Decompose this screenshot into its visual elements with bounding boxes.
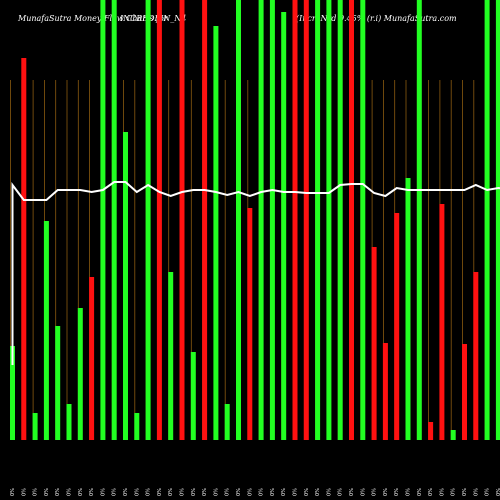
x-tick-label: 0% (21, 488, 27, 496)
x-tick-label: 0% (451, 488, 457, 496)
x-tick-label: 0% (236, 488, 242, 496)
bar (315, 0, 321, 440)
bar (32, 413, 38, 440)
x-tick-label: 0% (417, 488, 423, 496)
x-tick-label: 0% (67, 488, 73, 496)
x-tick-label: 0% (428, 488, 434, 496)
x-tick-label: 0% (360, 488, 366, 496)
x-tick-label: 0% (134, 488, 140, 496)
x-tick-label: 0% (281, 488, 287, 496)
bar (326, 0, 332, 440)
bar (77, 308, 83, 440)
x-tick-label: 0% (33, 488, 39, 496)
x-tick-label: 0% (315, 488, 321, 496)
bar (43, 221, 49, 440)
x-tick-label: 0% (270, 488, 276, 496)
bar (439, 204, 445, 440)
x-tick-label: 0% (44, 488, 50, 496)
x-tick-label: 0% (100, 488, 106, 496)
bar (371, 247, 377, 440)
bar (247, 208, 253, 440)
bar (224, 404, 230, 440)
x-tick-label: 0% (485, 488, 491, 496)
x-tick-label: 0% (89, 488, 95, 496)
bar (269, 0, 275, 440)
bar (450, 430, 456, 440)
x-tick-label: 0% (202, 488, 208, 496)
x-tick-label: 0% (304, 488, 310, 496)
x-tick-label: 0% (496, 488, 500, 496)
bar (134, 413, 140, 440)
bar (349, 0, 354, 440)
x-tick-label: 0% (112, 488, 118, 496)
x-tick-label: 0% (372, 488, 378, 496)
bar (495, 0, 500, 440)
chart-title-left: MunafaSutra Money Flow Charts for (18, 14, 168, 23)
x-tick-label: 0% (439, 488, 445, 496)
bar (123, 132, 128, 440)
x-tick-label: 0% (225, 488, 231, 496)
bar (382, 343, 388, 440)
bar (428, 422, 434, 440)
x-tick-label: 0% (180, 488, 186, 496)
bar (168, 272, 174, 440)
x-tick-label: 0% (394, 488, 400, 496)
x-tick-label: 0% (349, 488, 355, 496)
x-tick-label: 0% (146, 488, 152, 496)
x-tick-label: 0% (338, 488, 344, 496)
bar (100, 0, 106, 440)
bar (89, 277, 95, 440)
x-tick-label: 0% (191, 488, 197, 496)
bar (213, 26, 219, 440)
money-flow-line (11, 181, 500, 365)
bar (473, 272, 479, 440)
x-tick-label: 0% (157, 488, 163, 496)
x-axis-labels: 0% 0% 0% 0% 0% 0% 0% 0% 0% 0% 0% 0% 0% 0% 0% 0% 0% 0% 0% 0%… (10, 488, 500, 496)
bar (303, 0, 309, 440)
x-tick-label: 0% (247, 488, 253, 496)
bar (258, 0, 264, 440)
x-tick-label: 0% (168, 488, 174, 496)
bar (484, 0, 490, 440)
bar (66, 404, 72, 440)
bar (21, 58, 27, 440)
bar (281, 12, 287, 440)
bar (10, 346, 15, 440)
bar (337, 0, 343, 440)
chart-title-right: (IncreNrd 9.45% (r.i) MunafaSutra.com (296, 14, 457, 23)
bar (405, 178, 411, 440)
bar (236, 0, 241, 440)
x-tick-label: 0% (406, 488, 412, 496)
bar (202, 0, 208, 440)
x-tick-label: 0% (473, 488, 479, 496)
bar (462, 344, 467, 440)
bar (416, 0, 422, 440)
x-tick-label: 0% (78, 488, 84, 496)
x-tick-label: 0% (123, 488, 129, 496)
bar (111, 0, 117, 440)
x-tick-label: 0% (326, 488, 332, 496)
bar (55, 326, 61, 440)
x-tick-label: 0% (259, 488, 265, 496)
x-tick-label: 0% (55, 488, 61, 496)
chart-title-symbol: INCREDFIN_N4 (120, 14, 187, 23)
x-tick-label: 0% (383, 488, 389, 496)
x-tick-label: 0% (462, 488, 468, 496)
bar (292, 0, 298, 440)
x-tick-label: 0% (213, 488, 219, 496)
bar (156, 0, 162, 440)
x-tick-label: 0% (293, 488, 299, 496)
x-tick-label: 0% (10, 488, 16, 496)
bar (394, 213, 400, 440)
bar (179, 0, 185, 440)
bar-series (10, 0, 500, 440)
bar (360, 0, 366, 440)
bar (145, 0, 151, 440)
bar (190, 352, 196, 440)
grid-lines (10, 80, 497, 440)
